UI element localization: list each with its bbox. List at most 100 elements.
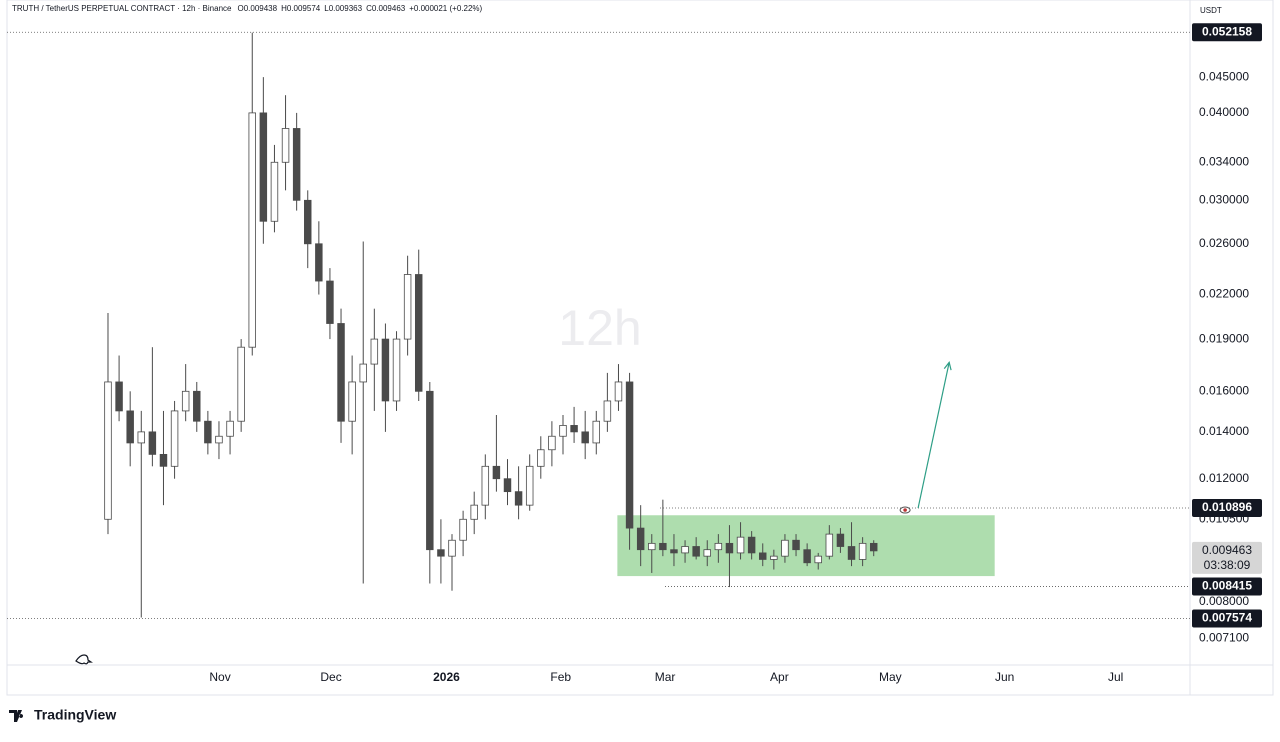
tradingview-logo: TradingView [9, 707, 116, 723]
candle-body [681, 546, 689, 554]
candle-body [226, 420, 234, 437]
candle-body [481, 465, 490, 506]
candle-body [137, 431, 146, 444]
y-tick-label: 0.022000 [1199, 287, 1249, 301]
last-price-box [1192, 541, 1262, 574]
candle-body [792, 539, 800, 551]
price-label-box [1192, 23, 1262, 42]
header-change: +0.000021 (+0.22%) [409, 4, 482, 13]
x-tick-label: Feb [550, 670, 571, 684]
candle-body [304, 199, 312, 245]
eye-pupil [903, 508, 907, 512]
y-tick-label: 0.007100 [1199, 630, 1249, 644]
candle-body [858, 542, 867, 560]
header-key: C [366, 4, 372, 13]
candle-body [426, 390, 434, 551]
price-label: 0.052158 [1202, 24, 1252, 38]
y-tick-label: 0.019000 [1199, 331, 1249, 345]
x-tick-label: May [879, 670, 902, 684]
candle-body [836, 533, 845, 547]
candle-body [259, 112, 268, 222]
y-tick-label: 0.008000 [1199, 594, 1249, 608]
candle-body [581, 431, 589, 444]
candle-body [592, 420, 601, 444]
price-label-box [1192, 609, 1262, 628]
candle-body [814, 555, 822, 564]
candle-body [403, 274, 412, 340]
candle-body [237, 346, 245, 422]
candle-body [548, 435, 556, 451]
x-tick-label: Dec [320, 670, 341, 684]
candle-body [159, 453, 168, 467]
candle-body [459, 518, 467, 541]
candle-body [847, 546, 856, 560]
candle-body [614, 381, 623, 402]
countdown: 03:38:09 [1204, 558, 1251, 572]
candle-body [514, 491, 523, 506]
last-price-label: 0.009463 [1202, 543, 1252, 557]
candle-body [292, 128, 301, 201]
candle-body [370, 338, 379, 365]
candle-body [770, 555, 778, 560]
candle-body [714, 542, 723, 551]
header-value: 0.009463 [372, 4, 406, 13]
candle-body [281, 128, 290, 163]
currency-label: USDT [1200, 6, 1222, 15]
price-label: 0.007574 [1202, 611, 1252, 625]
range-zone [617, 515, 995, 577]
candle-body [392, 338, 401, 402]
x-tick-label: Jun [995, 670, 1014, 684]
projection-arrow [917, 362, 950, 509]
candle-body [725, 542, 734, 554]
candle-body [348, 381, 356, 422]
candle-body [636, 527, 645, 551]
price-label: 0.008415 [1202, 579, 1252, 593]
candle-body [215, 435, 223, 444]
candle-body [414, 274, 423, 392]
header-value: 0.009438 [244, 4, 278, 13]
candle-body [537, 449, 545, 467]
candle-body [759, 552, 767, 560]
candle-body [525, 465, 534, 506]
price-label-box [1192, 499, 1262, 518]
price-label: 0.010896 [1202, 500, 1252, 514]
candle-body [869, 542, 878, 552]
x-tick-label: Jul [1108, 670, 1123, 684]
candle-body [248, 112, 256, 348]
y-tick-label: 0.014000 [1199, 424, 1249, 438]
dino-icon [75, 654, 93, 665]
candle-body [781, 539, 789, 557]
candle-body [437, 549, 445, 557]
header-key: L [324, 4, 329, 13]
arrow-head [943, 360, 952, 371]
candle-body [503, 478, 512, 493]
candle-body [736, 536, 745, 554]
header-value: 0.009363 [329, 4, 363, 13]
y-tick-label: 0.034000 [1199, 154, 1249, 168]
candle-body [570, 425, 578, 433]
candle-body [315, 243, 323, 282]
candle-body [126, 410, 134, 444]
candle-body [747, 536, 756, 554]
symbol-title: TRUTH / TetherUS PERPETUAL CONTRACT · 12… [12, 4, 232, 13]
candle-body [359, 363, 367, 383]
header: TRUTH / TetherUS PERPETUAL CONTRACT · 12… [12, 4, 483, 13]
candle-body [148, 431, 157, 455]
candle-body [470, 504, 478, 520]
candle-body [703, 549, 711, 557]
candle-body [115, 381, 123, 412]
header-key: H [281, 4, 287, 13]
x-tick-label: Apr [770, 670, 789, 684]
candle-body [181, 390, 190, 412]
y-tick-label: 0.012000 [1199, 471, 1249, 485]
candle-body [204, 420, 212, 444]
x-tick-label: Nov [209, 670, 230, 684]
header-value: 0.009574 [287, 4, 321, 13]
candle-body [326, 280, 334, 324]
y-tick-label: 0.040000 [1199, 105, 1249, 119]
x-tick-label: Mar [655, 670, 676, 684]
chart-frame [6, 0, 1274, 696]
x-tick-label: 2026 [433, 670, 460, 684]
watermark: 12h [558, 300, 641, 356]
